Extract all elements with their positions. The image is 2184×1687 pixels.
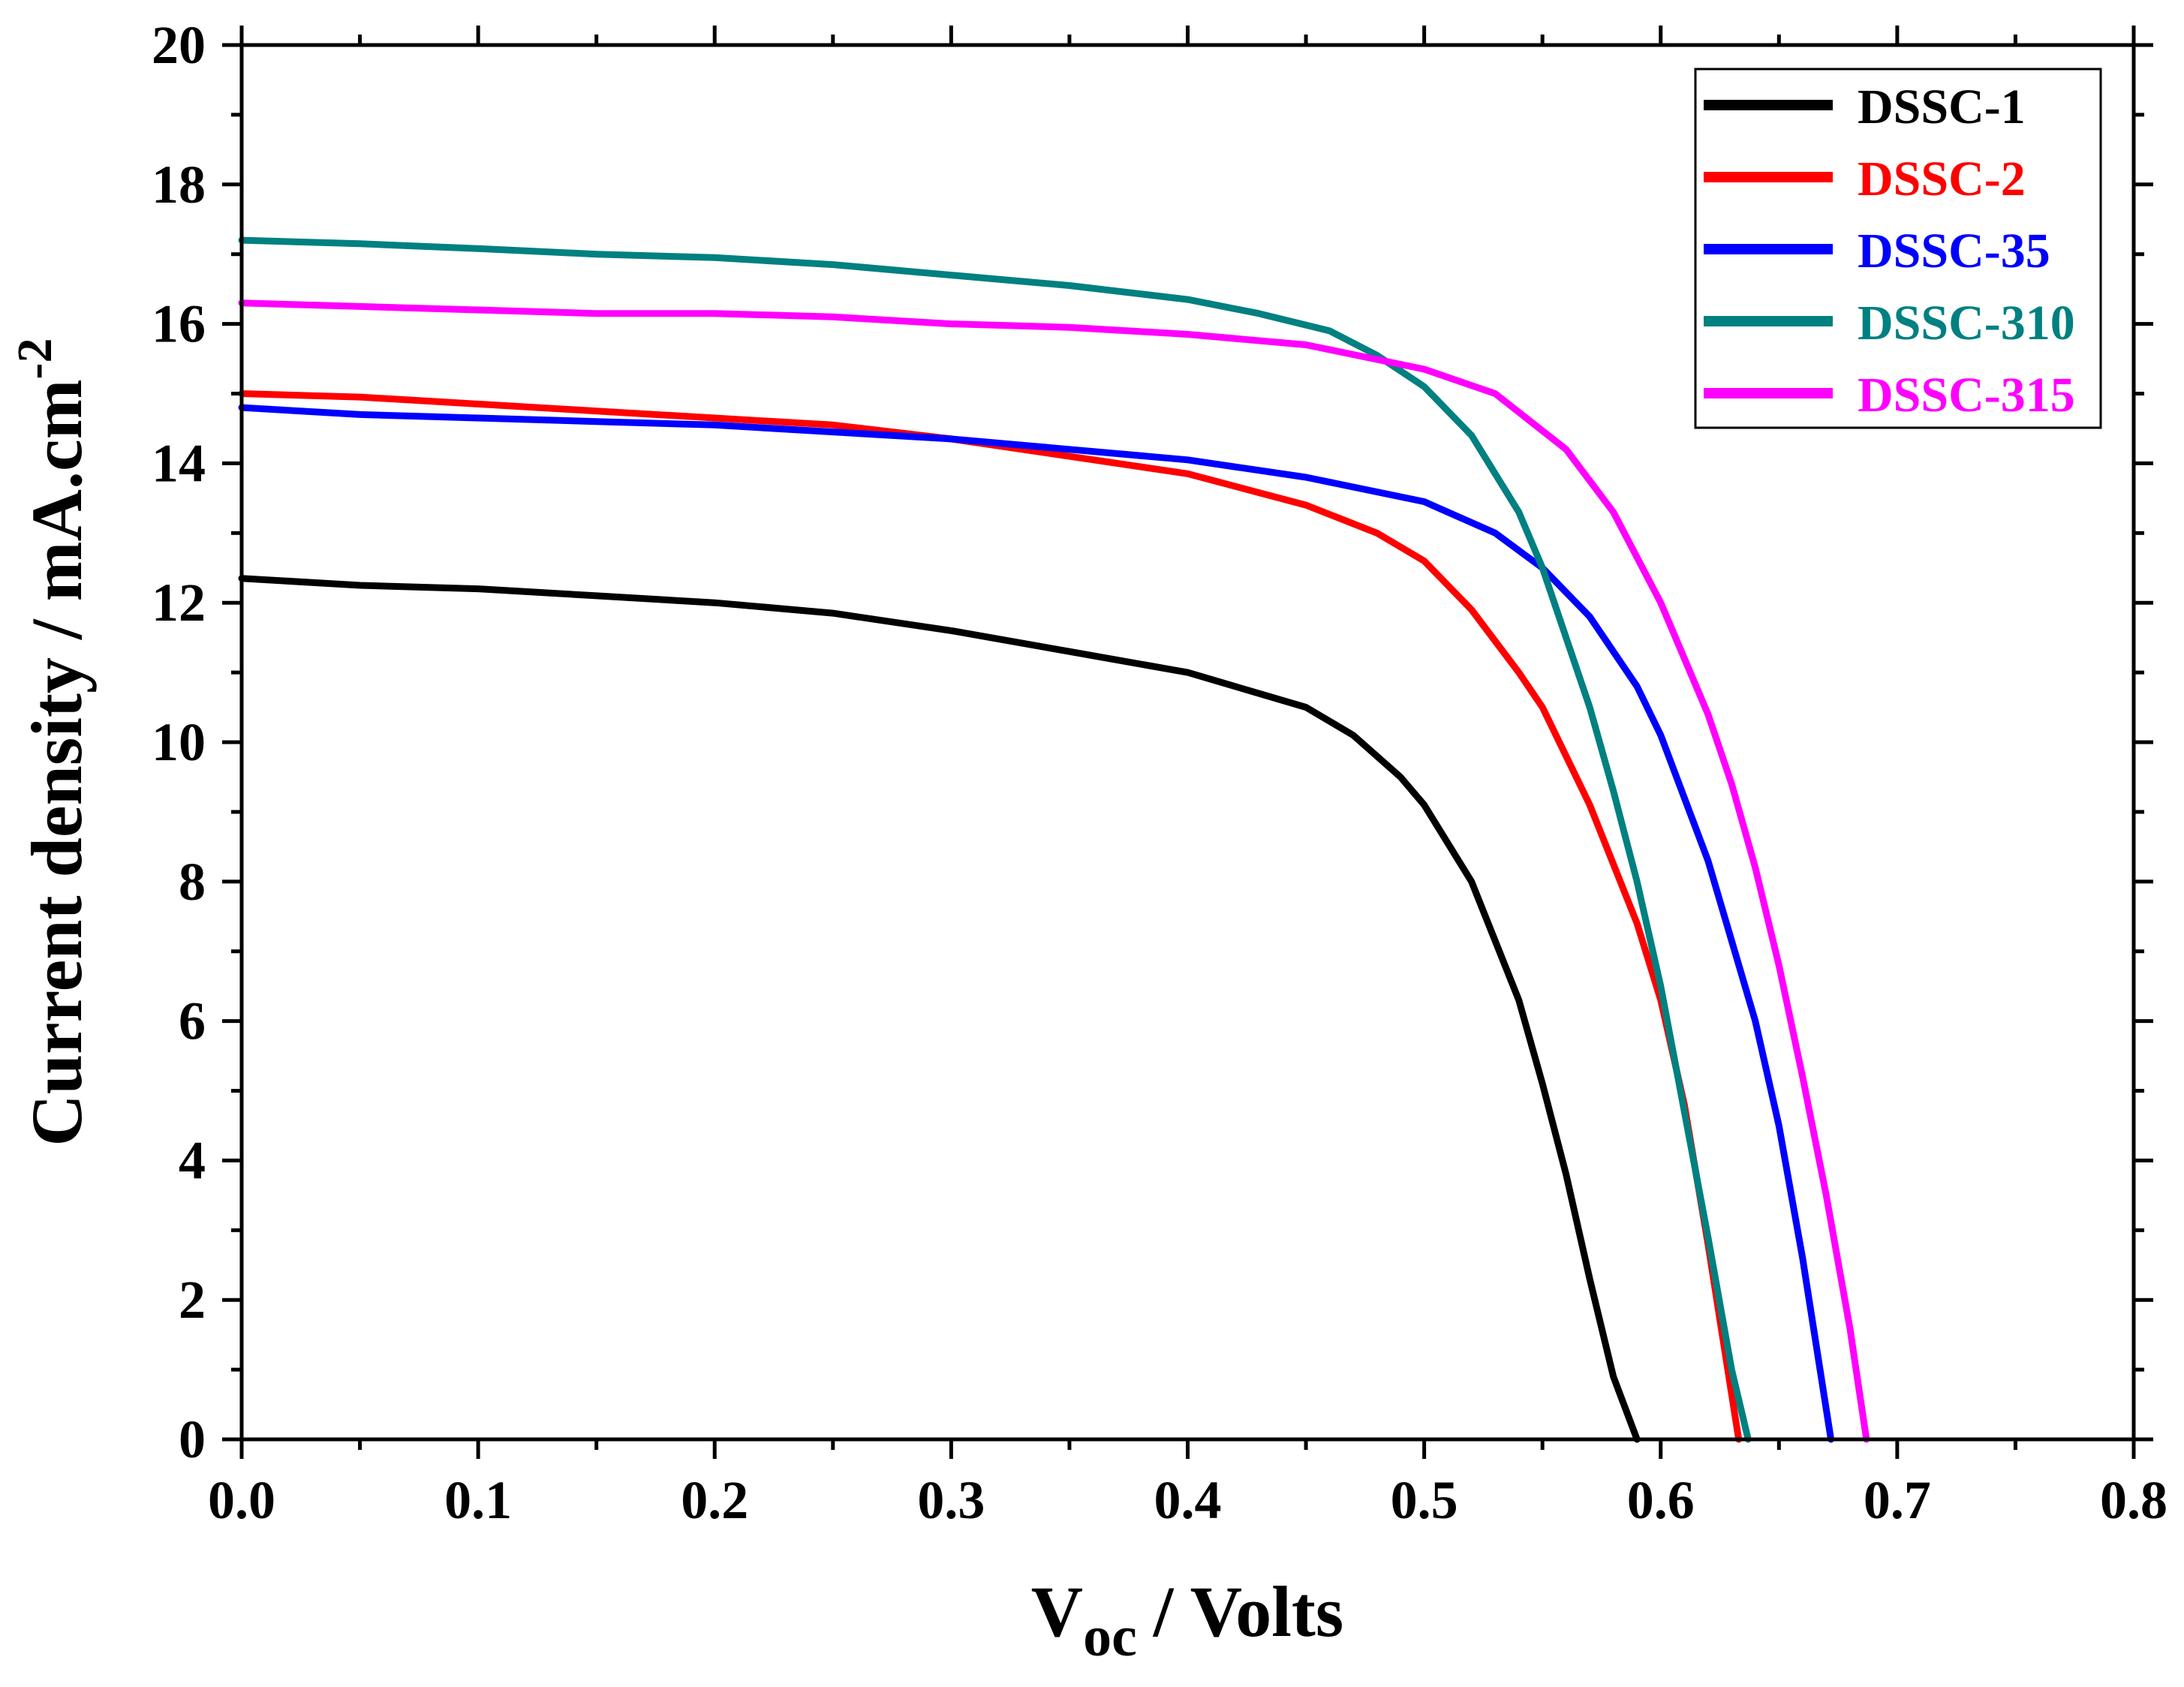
legend-label-dssc-1: DSSC-1 <box>1858 80 2026 134</box>
y-tick-label: 12 <box>152 573 206 633</box>
x-tick-label: 0.0 <box>208 1470 275 1530</box>
y-tick-label: 4 <box>179 1130 206 1190</box>
legend-label-dssc-35: DSSC-35 <box>1858 224 2050 278</box>
x-axis-label-sub: oc <box>1083 1605 1137 1668</box>
x-axis-label-main: V <box>1031 1571 1083 1652</box>
x-axis-ticks <box>239 26 2136 1459</box>
x-tick-label: 0.7 <box>1864 1470 1931 1530</box>
series-line-dssc-2 <box>238 390 1743 1443</box>
series-line-dssc-35 <box>238 404 1835 1443</box>
y-axis-label-sup: -2 <box>8 338 62 379</box>
x-tick-label: 0.5 <box>1391 1470 1458 1530</box>
legend-label-dssc-310: DSSC-310 <box>1858 296 2075 350</box>
y-tick-label: 2 <box>179 1270 206 1330</box>
legend: DSSC-1 DSSC-2 DSSC-35 DSSC-310 DSSC-315 <box>1694 68 2102 429</box>
x-axis-label: Voc / Volts <box>1031 1571 1344 1668</box>
y-tick-label: 20 <box>152 15 206 75</box>
y-axis-label: Current density / mA.cm-2 <box>8 338 97 1146</box>
legend-label-dssc-315: DSSC-315 <box>1858 368 2075 423</box>
y-tick-label: 16 <box>152 294 206 354</box>
y-tick-label: 10 <box>152 712 206 772</box>
x-tick-label: 0.2 <box>681 1470 748 1530</box>
x-axis-label-rest: / Volts <box>1153 1571 1343 1652</box>
y-tick-label: 8 <box>179 852 206 912</box>
x-tick-label: 0.1 <box>444 1470 512 1530</box>
y-axis-ticks <box>222 43 2153 1442</box>
x-tick-label: 0.8 <box>2100 1470 2167 1530</box>
y-axis-label-main: Current density / mA.cm <box>17 379 97 1146</box>
y-tick-label: 14 <box>152 433 206 493</box>
series-layer <box>238 236 1870 1443</box>
x-tick-label: 0.3 <box>917 1470 985 1530</box>
y-tick-label: 18 <box>152 155 206 215</box>
series-line-dssc-310 <box>238 236 1752 1443</box>
legend-label-dssc-2: DSSC-2 <box>1858 152 2026 206</box>
series-line-dssc-315 <box>238 299 1870 1443</box>
series-line-dssc-1 <box>238 575 1641 1443</box>
x-axis-tick-labels: 0.0 0.1 0.2 0.3 0.4 0.5 0.6 0.7 0.8 <box>208 1470 2167 1530</box>
x-tick-label: 0.6 <box>1627 1470 1695 1530</box>
y-axis-tick-labels: 0 2 4 6 8 10 12 14 16 18 20 <box>152 15 206 1469</box>
x-tick-label: 0.4 <box>1154 1470 1222 1530</box>
y-tick-label: 6 <box>179 991 206 1051</box>
y-tick-label: 0 <box>179 1409 206 1469</box>
